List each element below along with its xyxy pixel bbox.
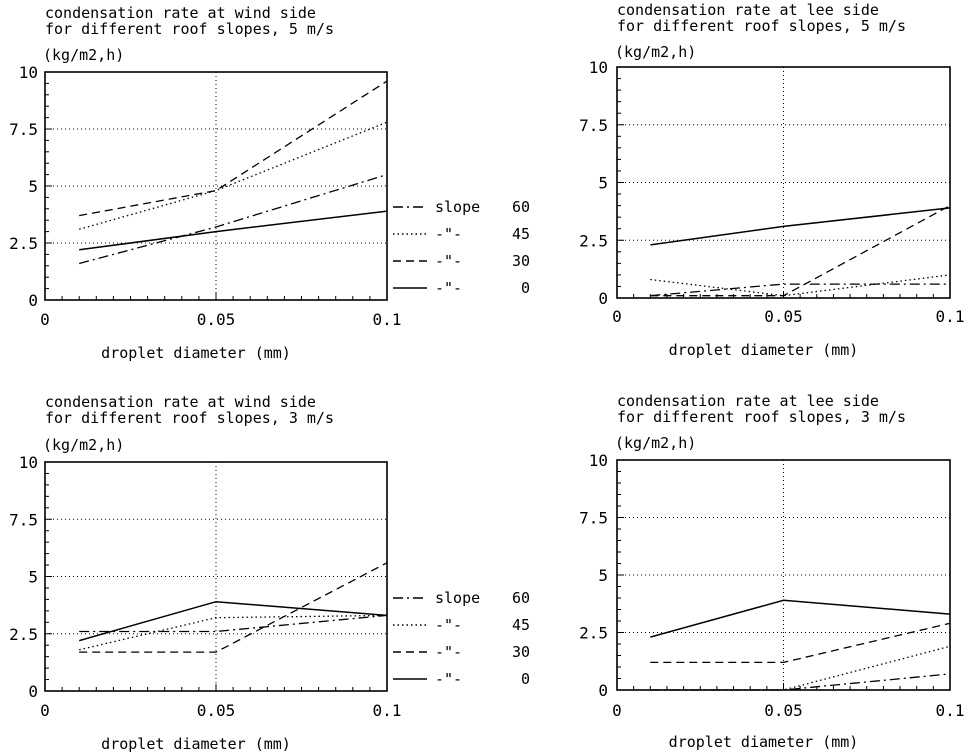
- chart-title-line: for different roof slopes, 5 m/s: [45, 20, 334, 38]
- x-axis-label: droplet diameter (mm): [669, 341, 859, 359]
- legend-entry-label: -"-: [435, 279, 462, 297]
- legend-entry-label: -"-: [435, 225, 462, 243]
- series-line-slope-0: [78, 600, 388, 642]
- x-tick-label: 0.1: [936, 701, 965, 720]
- legend-entry-value: 45: [512, 616, 530, 634]
- series-line-slope-0: [650, 207, 951, 246]
- legend-entry-label: -"-: [435, 670, 462, 688]
- legend-1: slope 60 -"- 45 -"- 30 -"- 0: [393, 198, 530, 297]
- y-tick-label: 0: [598, 681, 608, 700]
- y-axis-unit-label: (kg/m2,h): [43, 436, 124, 454]
- y-tick-label: 7.5: [9, 510, 38, 529]
- series-line-slope-45: [650, 274, 951, 297]
- chart-title-line: condensation rate at wind side: [45, 393, 316, 411]
- x-axis-label: droplet diameter (mm): [101, 344, 291, 362]
- series-line-slope-45: [79, 121, 388, 230]
- legend-entry-label: slope: [435, 198, 480, 216]
- y-axis-unit-label: (kg/m2,h): [615, 434, 696, 452]
- chart-title-line: for different roof slopes, 5 m/s: [617, 17, 906, 35]
- series-line-slope-60: [79, 614, 388, 633]
- x-tick-label: 0.05: [197, 310, 236, 329]
- y-tick-label: 2.5: [579, 231, 608, 250]
- legend-entry-value: 30: [512, 643, 530, 661]
- y-tick-label: 2.5: [9, 234, 38, 253]
- y-axis-unit-label: (kg/m2,h): [43, 46, 124, 64]
- legend-entry-value: 60: [512, 589, 530, 607]
- x-tick-label: 0: [612, 307, 622, 326]
- legend-entry-label: -"-: [435, 643, 462, 661]
- chart-title-line: for different roof slopes, 3 m/s: [45, 409, 334, 427]
- y-tick-label: 5: [598, 566, 608, 585]
- x-tick-label: 0: [40, 701, 50, 720]
- y-tick-label: 10: [19, 63, 38, 82]
- y-axis-unit-label: (kg/m2,h): [615, 43, 696, 61]
- series-line-slope-0: [79, 210, 388, 251]
- series-line-slope-60: [79, 173, 388, 265]
- y-tick-label: 5: [598, 174, 608, 193]
- y-tick-label: 7.5: [9, 120, 38, 139]
- x-tick-label: 0.1: [373, 701, 402, 720]
- series-line-slope-30: [79, 80, 388, 217]
- x-tick-label: 0: [612, 701, 622, 720]
- y-tick-label: 0: [28, 291, 38, 310]
- legend-2: slope 60 -"- 45 -"- 30 -"- 0: [393, 589, 530, 688]
- x-axis-label: droplet diameter (mm): [101, 735, 291, 753]
- series-line-slope-45: [650, 645, 951, 691]
- chart-title-line: condensation rate at lee side: [617, 392, 879, 410]
- legend-entry-value: 0: [521, 279, 530, 297]
- y-tick-label: 10: [589, 451, 608, 470]
- series-line-slope-60: [650, 283, 950, 297]
- y-tick-label: 5: [28, 177, 38, 196]
- series-line-slope-45: [79, 614, 388, 651]
- plot-frame: [44, 71, 388, 301]
- legend-entry-value: 60: [512, 198, 530, 216]
- legend-entry-label: slope: [435, 589, 480, 607]
- legend-entry-label: -"-: [435, 252, 462, 270]
- series-line-slope-0: [650, 599, 951, 638]
- y-tick-label: 5: [28, 568, 38, 587]
- y-tick-label: 10: [589, 58, 608, 77]
- y-tick-label: 7.5: [579, 509, 608, 528]
- chart-title-line: condensation rate at wind side: [45, 4, 316, 22]
- y-tick-label: 10: [19, 453, 38, 472]
- legend-entry-value: 30: [512, 252, 530, 270]
- x-tick-label: 0: [40, 310, 50, 329]
- x-tick-label: 0.1: [936, 307, 965, 326]
- series-line-slope-60: [650, 673, 951, 691]
- series-line-slope-30: [79, 562, 388, 653]
- y-tick-label: 0: [28, 682, 38, 701]
- plot-frame: [616, 66, 951, 299]
- x-tick-label: 0.1: [373, 310, 402, 329]
- y-tick-label: 2.5: [579, 624, 608, 643]
- y-tick-label: 2.5: [9, 625, 38, 644]
- x-tick-label: 0.05: [197, 701, 236, 720]
- y-tick-label: 0: [598, 289, 608, 308]
- chart-title-line: for different roof slopes, 3 m/s: [617, 408, 906, 426]
- series-line-slope-30: [650, 622, 951, 664]
- series-line-slope-30: [650, 205, 951, 297]
- x-tick-label: 0.05: [764, 701, 803, 720]
- plot-frame: [44, 461, 388, 692]
- legend-entry-value: 45: [512, 225, 530, 243]
- chart-title-line: condensation rate at lee side: [617, 1, 879, 19]
- y-tick-label: 7.5: [579, 116, 608, 135]
- x-tick-label: 0.05: [764, 307, 803, 326]
- legend-entry-value: 0: [521, 670, 530, 688]
- x-axis-label: droplet diameter (mm): [669, 733, 859, 751]
- plot-frame: [616, 459, 951, 691]
- legend-entry-label: -"-: [435, 616, 462, 634]
